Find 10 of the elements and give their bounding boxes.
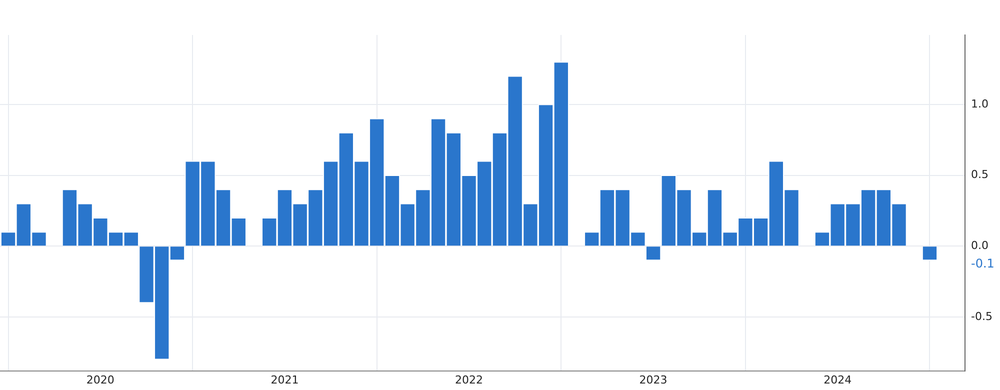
y-tick-label: -0.5 (971, 310, 992, 323)
y-tick-label: 1.0 (971, 97, 988, 110)
x-tick-label: 2020 (86, 373, 114, 386)
text: -0.1 (971, 256, 994, 270)
x-tick-label: 2023 (639, 373, 668, 386)
x-tick-label: 2021 (270, 373, 299, 386)
y-tick-label: 0.5 (971, 168, 988, 182)
x-tick-label: 2022 (455, 373, 484, 386)
y-tick-label: 0.0 (971, 238, 988, 252)
x-tick-label: 2024 (824, 373, 852, 386)
